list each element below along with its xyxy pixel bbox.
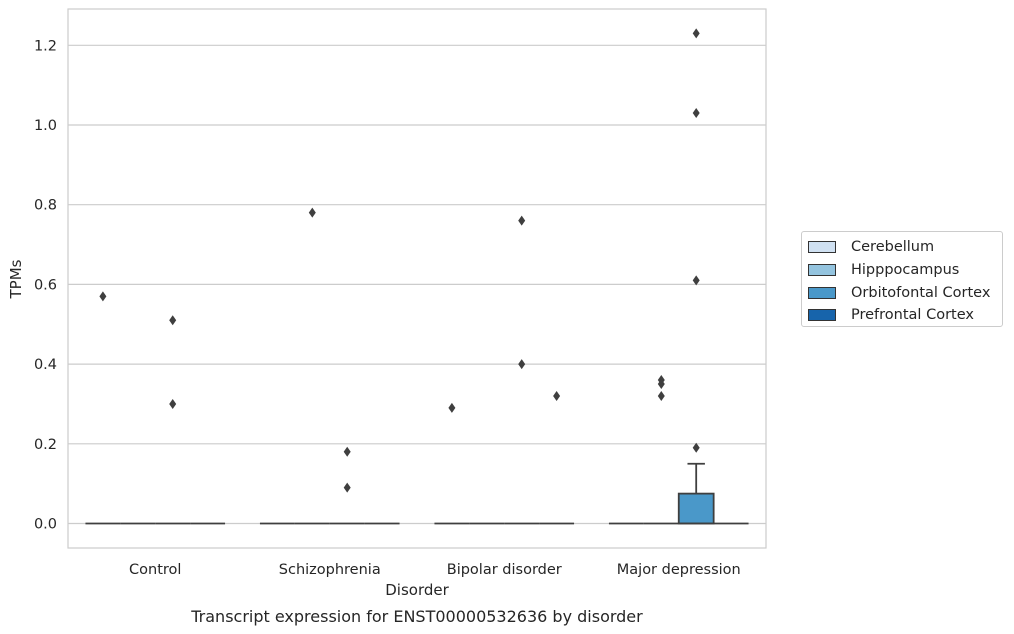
box xyxy=(677,462,715,525)
outlier-point xyxy=(169,315,177,326)
outlier-point xyxy=(308,207,316,218)
outlier-point xyxy=(657,390,665,401)
legend-label: Cerebellum xyxy=(851,239,935,256)
y-tick-label: 0.0 xyxy=(34,517,57,533)
outlier-point xyxy=(692,108,700,119)
y-axis: 0.0 0.2 0.4 0.6 0.8 1.0 1.2 xyxy=(34,38,57,532)
outlier-point xyxy=(343,446,351,457)
y-tick-label: 0.4 xyxy=(34,357,57,373)
outlier-point xyxy=(99,291,107,302)
y-tick-label: 0.8 xyxy=(34,198,57,214)
x-tick-label: Control xyxy=(129,562,181,578)
outlier-point xyxy=(518,359,526,370)
legend-swatch xyxy=(808,286,836,299)
y-tick-label: 1.2 xyxy=(34,38,57,54)
legend-label: Orbitofontal Cortex xyxy=(851,284,991,301)
x-tick-label: Major depression xyxy=(617,562,741,578)
y-tick-label: 0.6 xyxy=(34,277,57,293)
outlier-point xyxy=(692,275,700,286)
legend-label: Prefrontal Cortex xyxy=(851,307,974,324)
legend-item: Cerebellum xyxy=(808,236,1002,259)
y-axis-label: TPMs xyxy=(7,259,25,299)
outlier-point xyxy=(692,442,700,453)
legend-item: Hipppocampus xyxy=(808,259,1002,282)
box-body xyxy=(677,492,715,525)
x-tick-label: Bipolar disorder xyxy=(447,562,562,578)
legend-label: Hipppocampus xyxy=(851,262,960,279)
legend-item: Orbitofontal Cortex xyxy=(808,281,1002,304)
plot-area xyxy=(67,8,767,549)
legend: Cerebellum Hipppocampus Orbitofontal Corte… xyxy=(801,231,1003,327)
chart-title: Transcript expression for ENST0000053263… xyxy=(190,607,643,626)
outlier-point xyxy=(343,482,351,493)
outlier-point xyxy=(553,390,561,401)
y-tick-label: 1.0 xyxy=(34,118,57,134)
legend-swatch xyxy=(808,241,836,254)
outlier-point xyxy=(518,215,526,226)
legend-swatch xyxy=(808,264,836,277)
outlier-point xyxy=(657,379,665,390)
outlier-point xyxy=(169,398,177,409)
legend-swatch xyxy=(808,309,836,322)
y-tick-label: 0.2 xyxy=(34,437,57,453)
x-axis: Control Schizophrenia Bipolar disorder Majo… xyxy=(129,562,741,578)
outlier-point xyxy=(448,402,456,413)
legend-item: Prefrontal Cortex xyxy=(808,304,1002,327)
x-tick-label: Schizophrenia xyxy=(279,562,381,578)
outlier-point xyxy=(692,28,700,39)
x-axis-label: Disorder xyxy=(385,581,449,599)
boxes xyxy=(85,28,749,525)
